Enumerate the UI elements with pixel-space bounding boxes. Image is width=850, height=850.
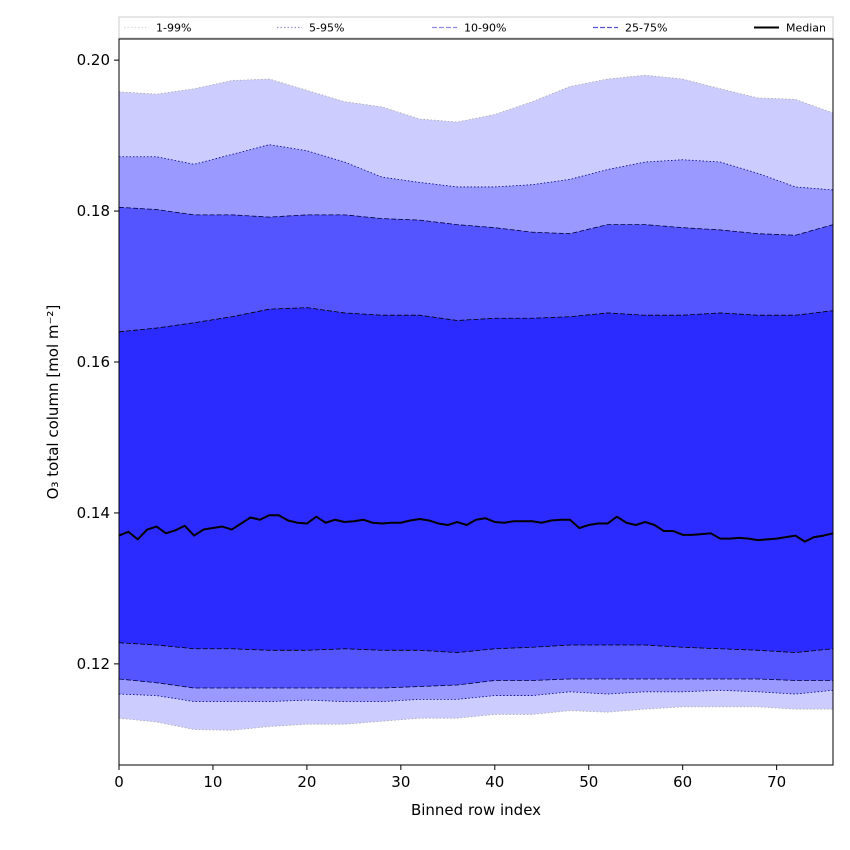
quantile-bands [118, 74, 834, 731]
x-tick-label: 10 [203, 773, 222, 791]
band-25-75% [119, 307, 833, 653]
y-tick-label: 0.18 [77, 202, 110, 220]
band-5-95%-lower-edge [118, 689, 834, 703]
y-axis-label: O₃ total column [mol m⁻²] [44, 305, 62, 500]
legend-label-5-95%: 5-95% [309, 22, 344, 35]
x-tick-label: 0 [114, 773, 124, 791]
x-tick-label: 30 [391, 773, 410, 791]
band-5-95%-upper-edge [119, 144, 834, 191]
y-tick-label: 0.12 [77, 655, 110, 673]
x-axis-label: Binned row index [411, 801, 541, 819]
legend-box [118, 16, 834, 39]
x-tick-label: 60 [673, 773, 692, 791]
y-tick-label: 0.16 [77, 353, 110, 371]
x-tick-label: 20 [297, 773, 316, 791]
x-axis-ticks: 0 10 20 30 40 50 60 70 [114, 765, 786, 791]
median-line [118, 514, 834, 543]
band-10-90%-upper-edge [118, 206, 834, 236]
band-1-99%-lower-edge [118, 706, 833, 731]
band-25-75%-upper-edge [118, 307, 834, 333]
band-1-99%-upper-edge [118, 74, 834, 123]
x-tick-label: 40 [485, 773, 504, 791]
x-tick-label: 70 [767, 773, 786, 791]
plot-frame [118, 38, 834, 766]
legend: 1-99% 5-95% 10-90% 25-75% Median [118, 16, 834, 39]
band-10-90%-lower-edge [118, 678, 833, 689]
legend-label-25-75%: 25-75% [625, 22, 667, 35]
legend-label-1-99%: 1-99% [156, 22, 191, 35]
y-tick-label: 0.20 [77, 51, 110, 69]
median-line-group [118, 514, 834, 543]
legend-label-10-90%: 10-90% [464, 22, 506, 35]
x-tick-label: 50 [579, 773, 598, 791]
y-axis-ticks: 0.12 0.14 0.16 0.18 0.20 [77, 51, 119, 673]
band-25-75%-lower-edge [118, 642, 834, 653]
y-tick-label: 0.14 [77, 504, 110, 522]
legend-label-Median: Median [786, 22, 826, 35]
